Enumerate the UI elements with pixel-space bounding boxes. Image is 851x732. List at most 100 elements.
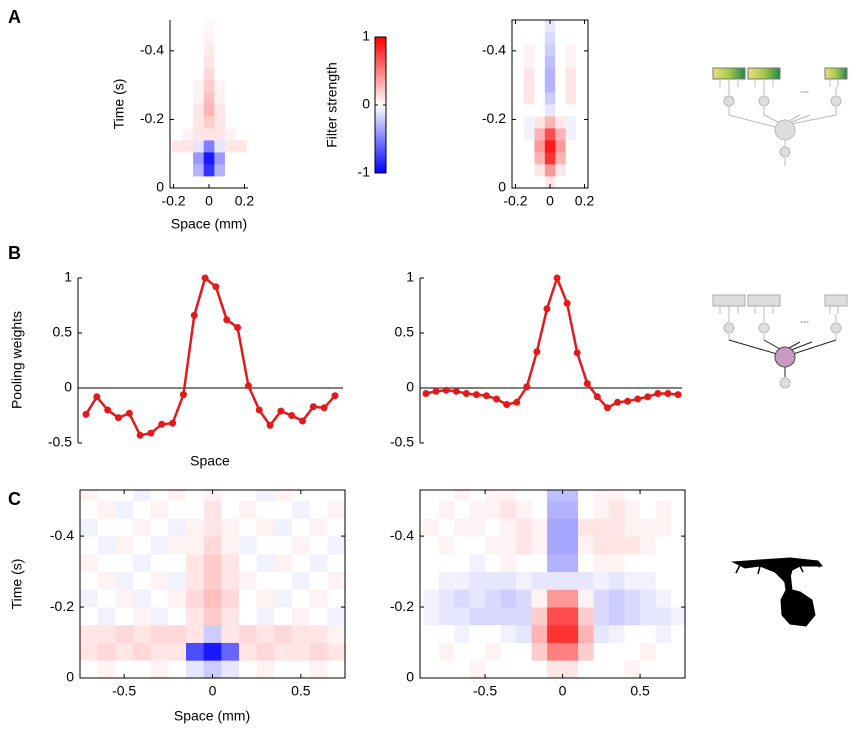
heatmap-cell	[168, 500, 187, 519]
heatmap-cell	[292, 553, 311, 572]
heatmap-cell	[256, 624, 275, 643]
y-tick-label: -0.2	[482, 110, 506, 126]
heatmap-cell	[485, 624, 501, 643]
heatmap-cell	[292, 607, 311, 626]
heatmap-cell	[115, 518, 134, 537]
y-tick-label: -0.2	[390, 598, 414, 614]
heatmap-cell	[203, 128, 215, 141]
heatmap-cell	[171, 80, 183, 93]
heatmap-cell	[524, 164, 535, 177]
heatmap-cell	[454, 589, 470, 608]
heatmap-cell	[214, 56, 226, 69]
heatmap-cell	[565, 20, 577, 33]
point	[452, 387, 460, 395]
heatmap-cell	[500, 624, 517, 643]
heatmap-cell	[469, 660, 486, 678]
heatmap-cell	[524, 140, 535, 153]
heatmap-cell	[609, 553, 625, 572]
heatmap-cell	[544, 32, 556, 45]
heatmap-cell	[221, 553, 240, 572]
heatmap-cell	[671, 490, 685, 502]
heatmap-cell	[214, 152, 226, 165]
heatmap-cell	[609, 536, 625, 555]
heatmap-cell	[469, 518, 486, 537]
point	[634, 395, 642, 403]
heatmap-cell	[513, 20, 525, 33]
x-tick-label: 0.2	[575, 193, 595, 209]
heatmap-cell	[485, 490, 501, 502]
heatmap-cell	[547, 518, 563, 537]
heatmap-cell	[224, 92, 236, 105]
heatmap-cell	[555, 56, 566, 69]
heatmap-cell	[186, 518, 205, 537]
heatmap-cell	[555, 116, 566, 129]
heatmap-cell	[150, 660, 169, 678]
heatmap-cell	[97, 536, 116, 555]
point	[234, 324, 242, 331]
heatmap-cell	[531, 571, 548, 590]
heatmap-cell	[562, 536, 579, 555]
heatmap-cell	[438, 518, 455, 537]
heatmap-cell	[235, 128, 247, 141]
heatmap-cell	[544, 104, 556, 117]
heatmap-cell	[224, 104, 236, 117]
heatmap-cell	[655, 490, 672, 502]
heatmap-cell	[555, 128, 566, 141]
heatmap-cell	[655, 607, 672, 626]
heatmap-cell	[214, 140, 226, 153]
heatmap-cell	[182, 32, 194, 45]
heatmap-cell	[516, 490, 532, 502]
heatmap-cell	[221, 589, 240, 608]
heatmap-cell	[327, 607, 345, 626]
heatmap-cell	[513, 32, 525, 45]
heatmap-cell	[309, 607, 328, 626]
neuron-morphology	[731, 557, 824, 627]
heatmap-cell	[182, 92, 194, 105]
heatmap-cell	[575, 44, 587, 57]
heatmap-cell	[544, 152, 556, 165]
heatmap-cell	[578, 553, 594, 572]
heatmap-cell	[513, 128, 525, 141]
heatmap-cell	[203, 20, 215, 33]
heatmap-cell	[235, 20, 247, 33]
heatmap-cell	[182, 152, 194, 165]
y-tick-label: 0	[406, 669, 414, 685]
heatmap-cell	[203, 176, 215, 188]
y-axis-label: Pooling weights	[9, 311, 25, 409]
x-tick-label: 0	[205, 193, 213, 209]
heatmap-cell	[544, 56, 556, 69]
heatmap-cell	[80, 553, 99, 572]
heatmap-cell	[186, 571, 205, 590]
heatmap-cell	[640, 607, 656, 626]
heatmap-cell	[469, 571, 486, 590]
heatmap-cell	[640, 660, 656, 678]
heatmap-cell	[544, 176, 556, 188]
heatmap-cell	[292, 660, 311, 678]
heatmap-cell	[239, 500, 258, 519]
point	[472, 391, 480, 399]
heatmap-cell	[224, 140, 236, 153]
heatmap-cell	[516, 500, 532, 519]
heatmap-cell	[80, 589, 99, 608]
heatmap-cell	[547, 660, 563, 678]
heatmap-cell	[575, 164, 587, 177]
point	[179, 391, 187, 399]
x-tick-label: -0.5	[112, 683, 136, 699]
heatmap-cell	[235, 164, 247, 177]
heatmap-cell	[80, 660, 99, 678]
heatmap-cell	[327, 624, 345, 643]
heatmap-cell	[500, 642, 517, 661]
y-tick-label: -0.5	[390, 434, 414, 450]
heatmap-cell	[256, 500, 275, 519]
heatmap-cell	[186, 660, 205, 678]
heatmap-cell	[186, 642, 205, 661]
heatmap-cell	[274, 500, 293, 519]
heatmap-cell	[513, 176, 525, 188]
heatmap-cell	[274, 571, 293, 590]
point	[136, 431, 144, 439]
heatmap-cell	[115, 589, 134, 608]
heatmap-cell	[193, 44, 205, 57]
heatmap	[513, 20, 587, 188]
heatmap-cell	[544, 44, 556, 57]
heatmap-cell	[609, 642, 625, 661]
